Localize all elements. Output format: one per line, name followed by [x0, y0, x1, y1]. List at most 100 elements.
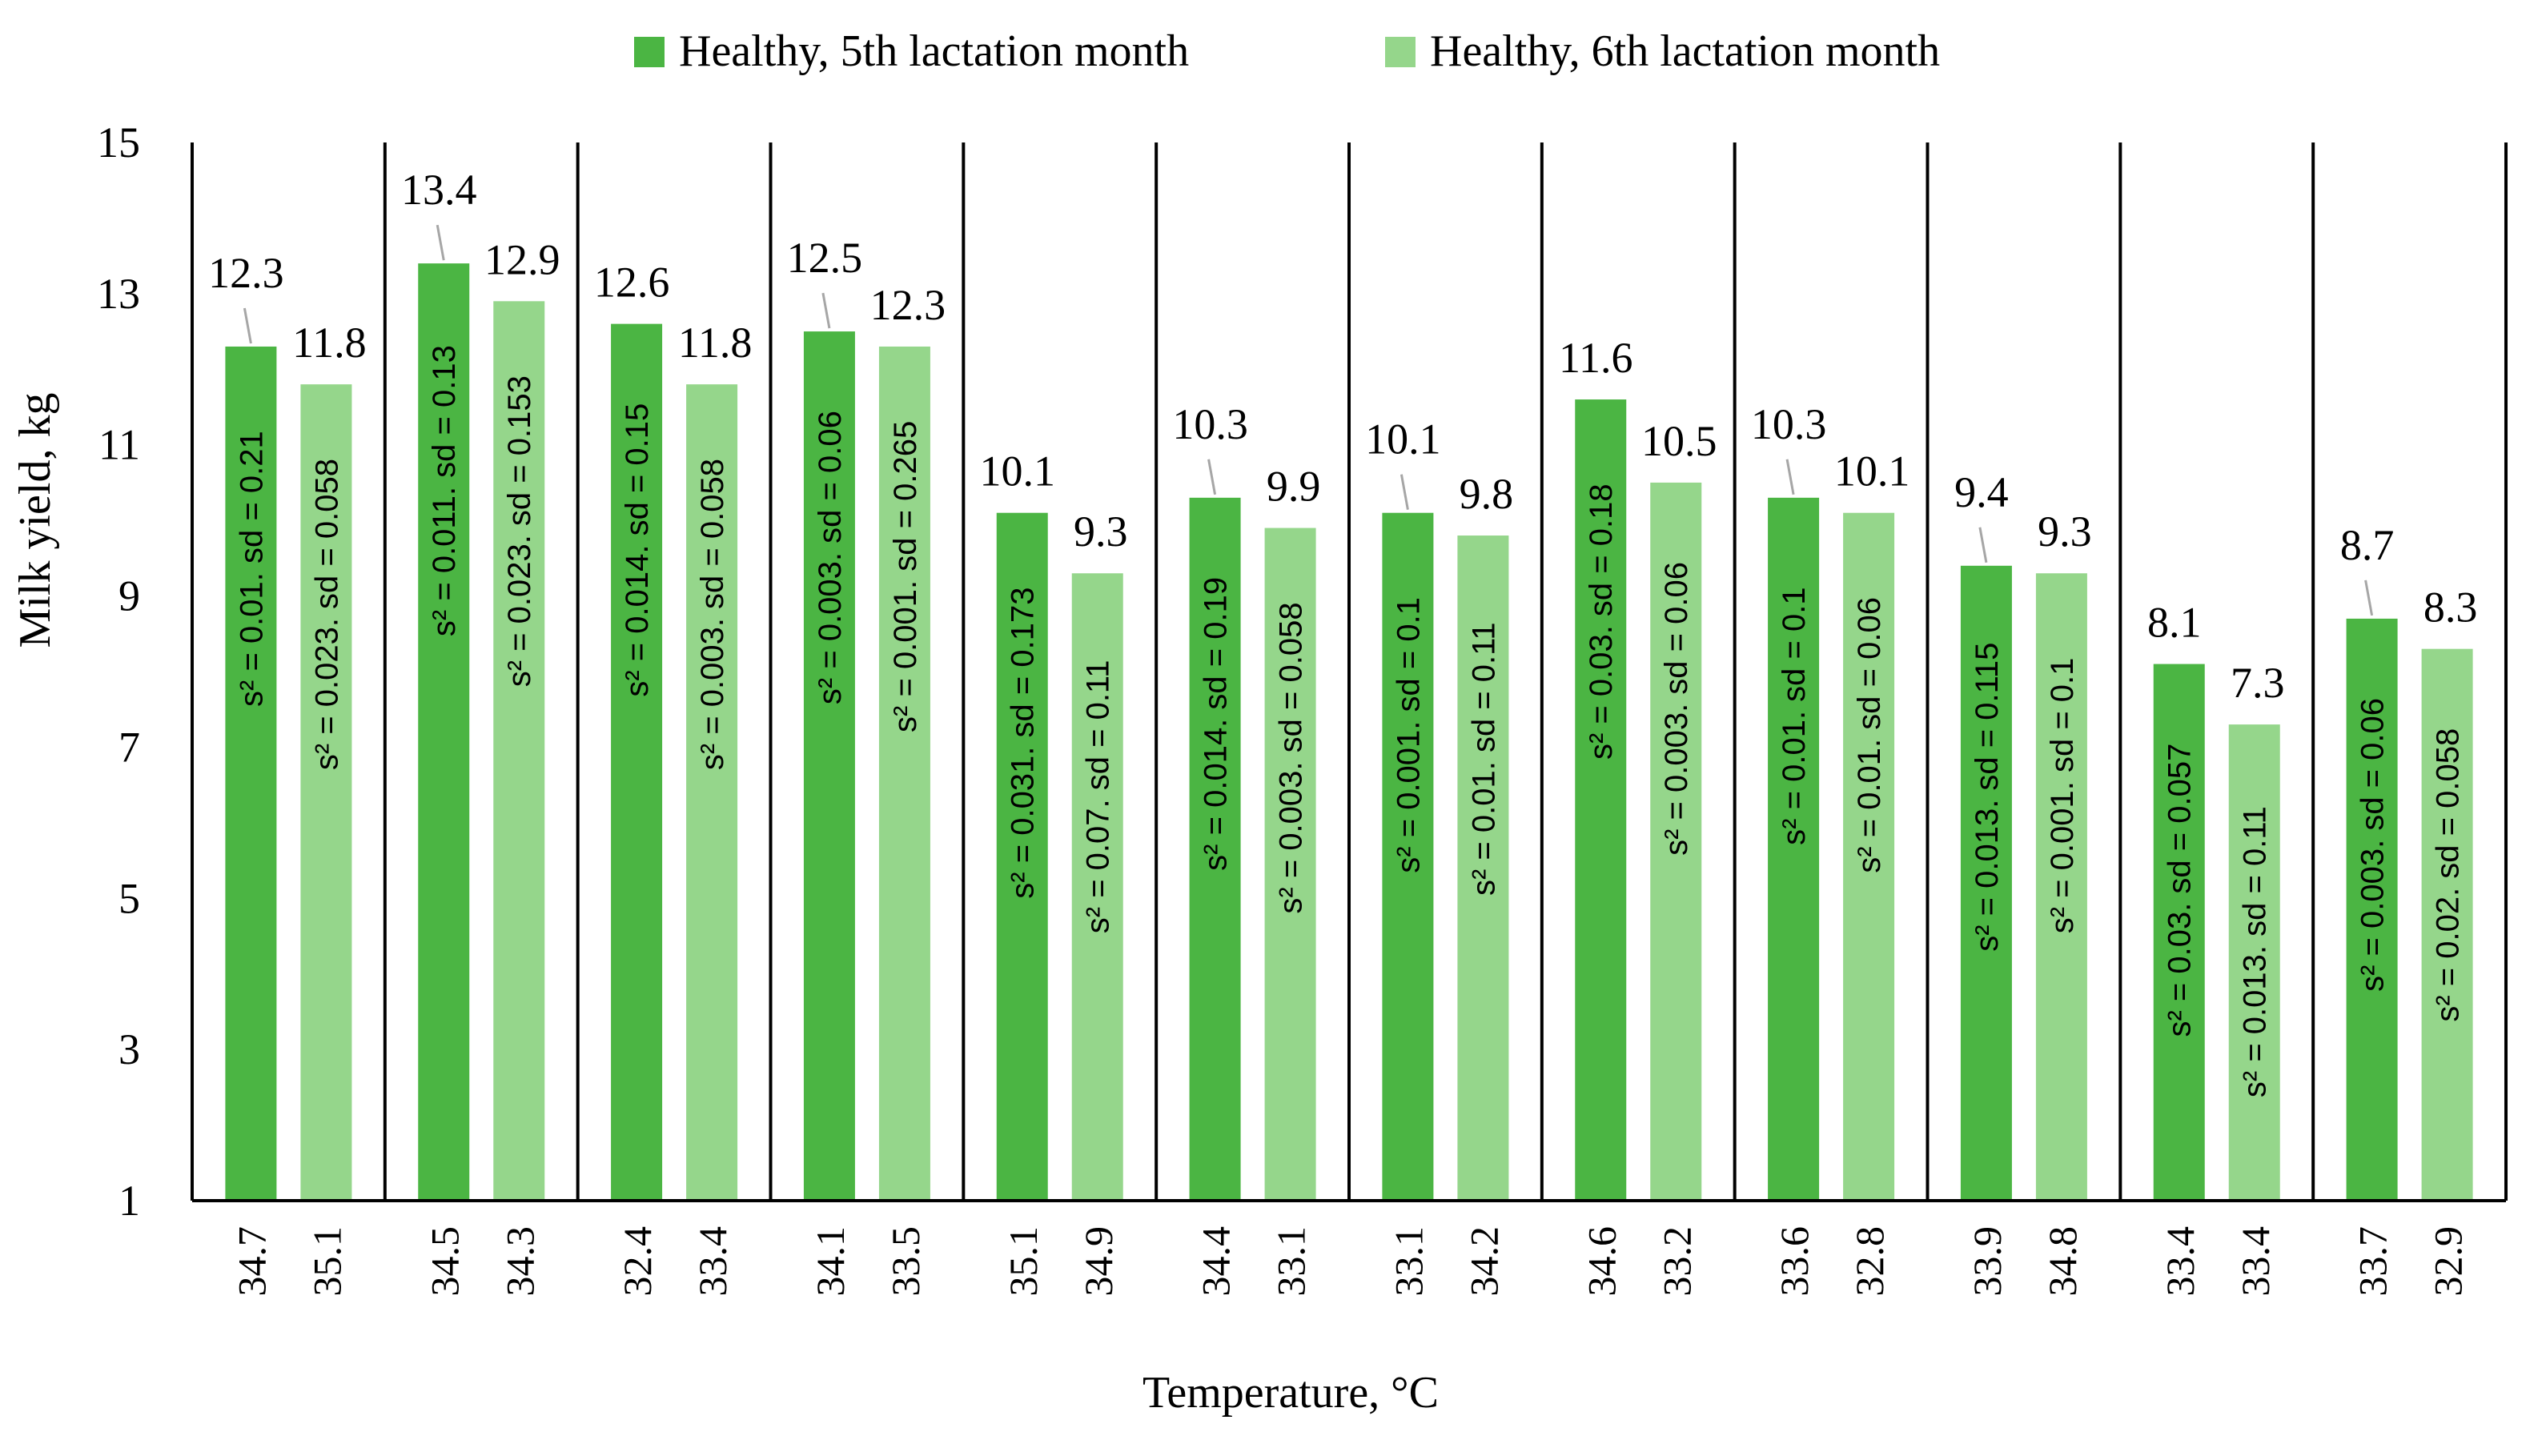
- bar: [2035, 573, 2087, 1201]
- legend-label: Healthy, 6th lactation month: [1430, 26, 1940, 76]
- bar-annotation: s² = 0.003. sd = 0.058: [1274, 602, 1309, 913]
- bar: [225, 346, 277, 1201]
- y-tick-label: 9: [118, 572, 140, 620]
- value-label: 8.7: [2340, 521, 2395, 569]
- value-label: 9.3: [2038, 507, 2092, 556]
- bar-annotation: s² = 0.02. sd = 0.058: [2431, 728, 2466, 1022]
- bars: [225, 263, 2473, 1201]
- value-label: 12.6: [594, 259, 670, 307]
- x-tick-label: 35.1: [1001, 1226, 1046, 1297]
- value-label: 9.8: [1460, 470, 1514, 518]
- value-label: 10.1: [1834, 447, 1910, 495]
- bar: [1457, 535, 1509, 1201]
- bar: [803, 331, 855, 1201]
- bar-annotation: s² = 0.01. sd = 0.06: [1852, 597, 1887, 873]
- bar: [1575, 399, 1627, 1201]
- bar-annotation: s² = 0.001. sd = 0.265: [888, 421, 923, 732]
- legend: Healthy, 5th lactation month Healthy, 6th…: [634, 26, 1940, 76]
- bar: [493, 301, 545, 1201]
- legend-label: Healthy, 5th lactation month: [679, 26, 1189, 76]
- x-tick-label: 32.8: [1847, 1226, 1892, 1297]
- bar: [611, 323, 663, 1201]
- bar: [2421, 648, 2473, 1201]
- bar: [1960, 565, 2012, 1201]
- bar-annotation: s² = 0.013. sd = 0.11: [2238, 806, 2273, 1097]
- legend-swatch: [634, 37, 665, 67]
- bar-annotation: s² = 0.01. sd = 0.11: [1466, 622, 1501, 896]
- bar: [878, 346, 930, 1201]
- value-label: 8.1: [2147, 599, 2202, 647]
- value-label: 12.5: [787, 234, 863, 282]
- bar-annotation: s² = 0.003. sd = 0.058: [695, 459, 730, 770]
- legend-swatch: [1385, 37, 1416, 67]
- x-tick-label: 34.9: [1076, 1226, 1121, 1297]
- bar-annotation: s² = 0.003. sd = 0.06: [1659, 562, 1694, 856]
- x-tick-label: 34.4: [1194, 1226, 1239, 1297]
- bar-annotation: s² = 0.03. sd = 0.057: [2163, 744, 2198, 1037]
- bar: [1382, 512, 1434, 1201]
- leader-line: [821, 292, 831, 329]
- x-tick-label: 34.7: [229, 1226, 274, 1297]
- x-tick-label: 33.4: [2233, 1226, 2278, 1297]
- y-tick-label: 5: [118, 874, 140, 922]
- leader-line: [1400, 474, 1409, 510]
- bar-annotation: s² = 0.014. sd = 0.19: [1199, 577, 1234, 871]
- x-tick-label: 34.6: [1579, 1226, 1624, 1297]
- y-tick-label: 15: [97, 118, 140, 166]
- y-tick-label: 11: [98, 421, 140, 469]
- x-tick-label: 33.1: [1386, 1226, 1431, 1297]
- y-axis-title: Milk yield, kg: [10, 393, 60, 648]
- bar: [1264, 527, 1316, 1201]
- bar-annotation: s² = 0.03. sd = 0.18: [1584, 483, 1619, 760]
- bar: [1650, 482, 1702, 1201]
- y-tick-label: 13: [97, 270, 140, 318]
- value-label: 11.8: [678, 319, 753, 367]
- bar: [1768, 497, 1820, 1201]
- y-tick-label: 7: [118, 723, 140, 771]
- leader-line: [1207, 459, 1217, 495]
- bar-annotation: s² = 0.023. sd = 0.058: [309, 459, 344, 770]
- value-label: 11.8: [292, 319, 367, 367]
- value-label: 10.3: [1751, 400, 1827, 448]
- x-tick-label: 33.2: [1654, 1226, 1699, 1297]
- value-label: 9.9: [1267, 463, 1321, 511]
- x-tick-label: 33.9: [1965, 1226, 2010, 1297]
- x-tick-label: 33.4: [2158, 1226, 2203, 1297]
- value-label: 11.6: [1559, 334, 1633, 382]
- value-label: 9.4: [1954, 468, 2009, 516]
- bar: [1843, 512, 1895, 1201]
- bar-annotation: s² = 0.031. sd = 0.173: [1006, 588, 1041, 899]
- bar-annotation: s² = 0.023. sd = 0.153: [502, 375, 537, 687]
- bar-annotation: s² = 0.001. sd = 0.1: [2045, 658, 2080, 934]
- y-tick-label: 3: [118, 1025, 140, 1073]
- leader-line: [2364, 580, 2374, 616]
- bar: [300, 384, 352, 1201]
- bar: [418, 263, 470, 1201]
- bar: [996, 512, 1048, 1201]
- bar-annotation: s² = 0.01. sd = 0.1: [1777, 587, 1812, 844]
- value-label: 8.3: [2424, 584, 2478, 632]
- x-tick-label: 34.8: [2040, 1226, 2085, 1297]
- x-tick-label: 33.4: [690, 1226, 735, 1297]
- y-tick-label: 1: [118, 1177, 140, 1225]
- value-label: 12.3: [870, 281, 946, 329]
- x-tick-label: 34.5: [422, 1226, 467, 1297]
- bar: [1071, 573, 1123, 1201]
- x-tick-label: 32.9: [2426, 1226, 2471, 1297]
- x-tick-label: 35.1: [304, 1226, 349, 1297]
- value-label: 10.1: [1365, 415, 1441, 463]
- x-tick-label: 33.5: [883, 1226, 928, 1297]
- leader-line: [243, 307, 252, 344]
- bar-annotation: s² = 0.003. sd = 0.06: [813, 411, 848, 704]
- bar: [2228, 724, 2280, 1201]
- value-label: 12.3: [208, 249, 284, 297]
- x-tick-label: 33.1: [1269, 1226, 1314, 1297]
- x-axis-title: Temperature, °C: [1142, 1368, 1439, 1418]
- x-tick-label: 34.1: [808, 1226, 853, 1297]
- bar-annotation: s² = 0.013. sd = 0.115: [1970, 643, 2005, 952]
- value-label: 9.3: [1074, 507, 1128, 556]
- bar-annotation: s² = 0.003. sd = 0.06: [2355, 698, 2391, 992]
- bar: [2153, 664, 2205, 1201]
